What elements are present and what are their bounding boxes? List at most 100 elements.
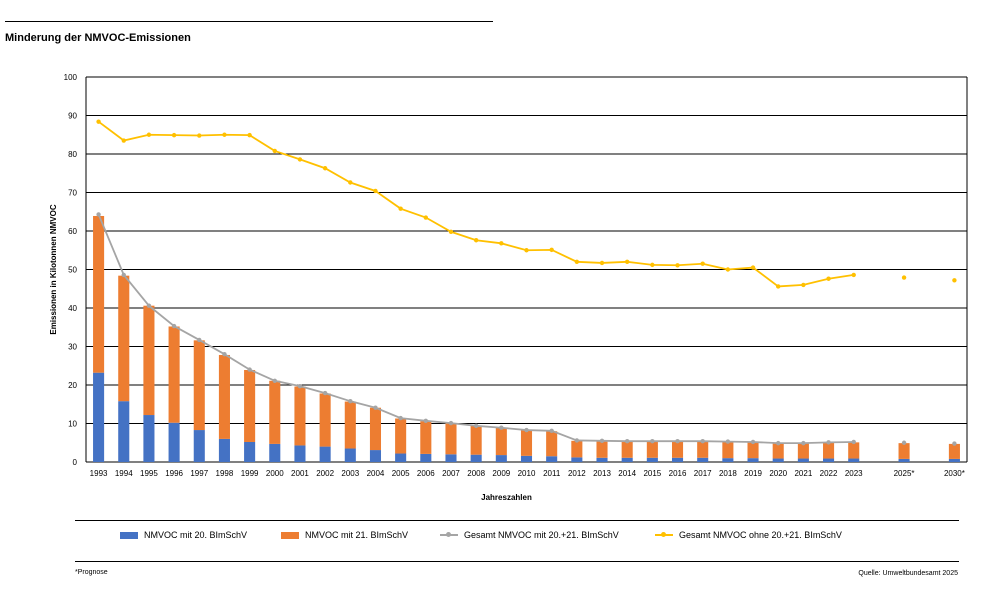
bar-21-bimschv bbox=[621, 441, 633, 458]
x-axis-title: Jahreszahlen bbox=[481, 493, 532, 502]
bar-20-bimschv bbox=[420, 453, 432, 462]
legend-swatch bbox=[120, 531, 138, 539]
y-tick-label: 100 bbox=[64, 73, 78, 82]
legend-label: NMVOC mit 20. BImSchV bbox=[144, 530, 248, 540]
point-gesamt-ohne bbox=[322, 166, 328, 171]
point-gesamt-mit bbox=[197, 337, 202, 343]
point-gesamt-ohne bbox=[574, 259, 580, 264]
x-tick-label: 1994 bbox=[115, 469, 133, 478]
x-tick-label: 2002 bbox=[316, 469, 334, 478]
point-gesamt-ohne bbox=[473, 238, 479, 243]
x-tick-label: 2016 bbox=[669, 469, 687, 478]
bar-21-bimschv bbox=[495, 427, 507, 456]
bar-21-bimschv bbox=[143, 305, 155, 416]
bar-21-bimschv bbox=[697, 441, 709, 458]
point-gesamt-ohne bbox=[776, 284, 781, 289]
bar-20-bimschv bbox=[772, 458, 784, 462]
bar-20-bimschv bbox=[823, 458, 835, 462]
bar-21-bimschv bbox=[571, 440, 583, 458]
bar-21-bimschv bbox=[369, 407, 382, 451]
point-gesamt-ohne bbox=[96, 119, 101, 124]
bar-20-bimschv bbox=[571, 457, 583, 462]
x-tick-label: 2008 bbox=[467, 469, 485, 478]
bar-21-bimschv bbox=[319, 393, 331, 447]
point-gesamt-mit bbox=[297, 383, 303, 389]
bar-20-bimschv bbox=[445, 454, 457, 462]
point-gesamt-ohne bbox=[247, 132, 252, 138]
point-gesamt-mit bbox=[96, 212, 101, 217]
x-tick-label: 2004 bbox=[367, 469, 385, 478]
x-tick-label: 2005 bbox=[392, 469, 410, 478]
point-gesamt-mit bbox=[423, 418, 429, 424]
point-gesamt-mit bbox=[826, 440, 831, 445]
legend-item: Gesamt NMVOC mit 20.+21. BImSchV bbox=[440, 530, 619, 540]
point-gesamt-ohne bbox=[624, 259, 630, 264]
bar-21-bimschv bbox=[244, 369, 256, 442]
bar-20-bimschv bbox=[395, 453, 407, 462]
bar-20-bimschv bbox=[369, 450, 382, 462]
x-tick-label: 2017 bbox=[694, 469, 712, 478]
bar-20-bimschv bbox=[495, 455, 507, 462]
bar-21-bimschv bbox=[470, 425, 482, 455]
y-tick-label: 80 bbox=[68, 150, 77, 159]
bar-21-bimschv bbox=[193, 340, 205, 431]
legend: NMVOC mit 20. BImSchV NMVOC mit 21. BImSc… bbox=[0, 530, 988, 548]
source-note: Quelle: Umweltbundesamt 2025 bbox=[858, 570, 958, 577]
bar-20-bimschv bbox=[143, 415, 155, 462]
point-gesamt-ohne bbox=[197, 133, 202, 138]
point-gesamt-mit bbox=[901, 440, 907, 445]
point-gesamt-mit bbox=[650, 439, 655, 444]
point-gesamt-mit bbox=[448, 420, 454, 426]
bar-21-bimschv bbox=[118, 275, 130, 402]
y-axis-title: Emissionen in Kilotonnen NMVOC bbox=[49, 204, 58, 334]
y-tick-label: 50 bbox=[68, 266, 77, 275]
point-gesamt-mit bbox=[776, 440, 781, 446]
y-tick-label: 0 bbox=[73, 458, 78, 467]
legend-item: NMVOC mit 21. BImSchV bbox=[281, 530, 408, 540]
point-gesamt-mit bbox=[801, 440, 806, 446]
x-tick-label: 1997 bbox=[190, 469, 208, 478]
point-gesamt-ohne bbox=[121, 138, 126, 143]
x-tick-label: 2015 bbox=[643, 469, 661, 478]
bar-20-bimschv bbox=[722, 458, 734, 462]
bar-20-bimschv bbox=[747, 458, 759, 462]
top-rule bbox=[5, 21, 493, 22]
bar-20-bimschv bbox=[218, 438, 230, 462]
point-gesamt-mit bbox=[851, 439, 856, 445]
bar-20-bimschv bbox=[344, 448, 356, 462]
bar-20-bimschv bbox=[470, 454, 482, 462]
x-tick-label: 2011 bbox=[543, 469, 561, 478]
bar-21-bimschv bbox=[747, 442, 759, 459]
bar-20-bimschv bbox=[118, 401, 130, 462]
point-gesamt-mit bbox=[700, 439, 705, 444]
bar-21-bimschv bbox=[646, 441, 658, 458]
point-gesamt-mit bbox=[473, 423, 479, 429]
point-gesamt-mit bbox=[524, 427, 529, 433]
x-tick-label: 2022 bbox=[820, 469, 838, 478]
x-tick-label: 2010 bbox=[518, 469, 536, 478]
x-tick-label: 2030* bbox=[944, 469, 965, 478]
point-gesamt-ohne bbox=[801, 282, 806, 288]
bar-21-bimschv bbox=[722, 441, 734, 459]
bar-21-bimschv bbox=[898, 443, 910, 459]
bar-21-bimschv bbox=[218, 354, 230, 439]
bar-20-bimschv bbox=[848, 458, 860, 462]
x-tick-label: 2019 bbox=[744, 469, 762, 478]
bar-21-bimschv bbox=[848, 442, 860, 459]
bar-21-bimschv bbox=[520, 430, 533, 456]
bar-20-bimschv bbox=[520, 455, 533, 462]
point-gesamt-ohne bbox=[297, 157, 303, 162]
bar-20-bimschv bbox=[596, 457, 608, 462]
bar-21-bimschv bbox=[294, 386, 306, 446]
bar-20-bimschv bbox=[671, 457, 684, 462]
chart-title: Minderung der NMVOC-Emissionen bbox=[5, 32, 191, 44]
point-gesamt-mit bbox=[171, 323, 177, 329]
bar-21-bimschv bbox=[671, 441, 684, 458]
point-gesamt-ohne bbox=[750, 265, 756, 270]
bar-21-bimschv bbox=[948, 443, 960, 459]
point-gesamt-ohne bbox=[373, 188, 378, 194]
x-tick-label: 2001 bbox=[291, 469, 309, 478]
bar-21-bimschv bbox=[772, 443, 784, 459]
point-gesamt-mit bbox=[549, 428, 554, 434]
point-gesamt-ohne bbox=[348, 180, 353, 185]
